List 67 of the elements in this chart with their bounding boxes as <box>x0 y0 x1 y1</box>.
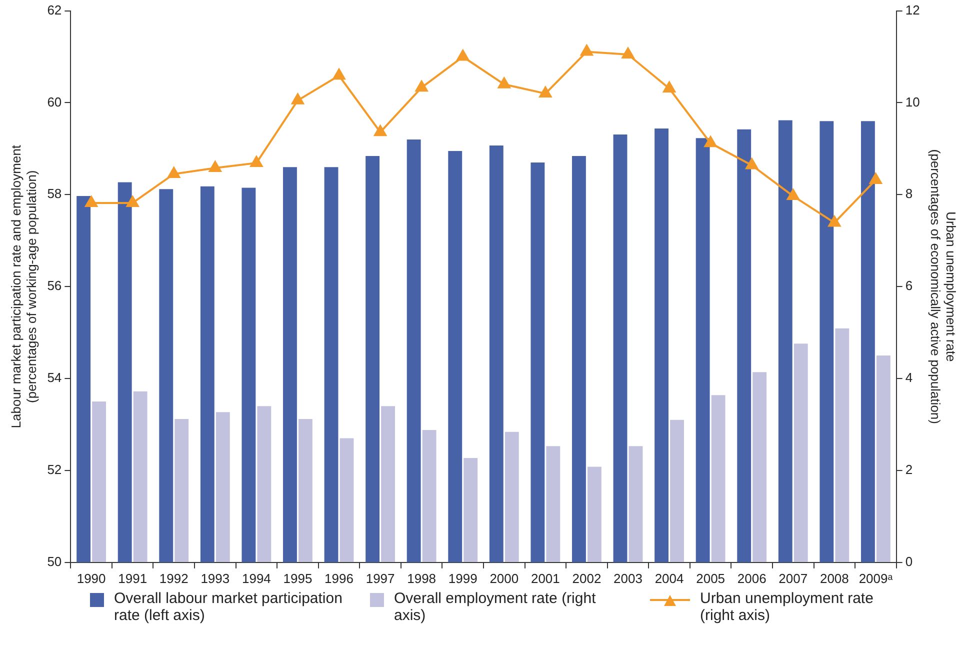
point <box>250 156 263 167</box>
x-tick-label: 2006 <box>737 570 766 586</box>
x-tick-label: 2000 <box>490 570 519 586</box>
x-tick-label: 1991 <box>118 570 148 586</box>
point <box>85 196 98 207</box>
y-tick-label: 50 <box>47 554 62 569</box>
point <box>208 161 222 172</box>
legend-label: Overall labour market participation rate (left axis) <box>114 590 344 624</box>
y-tick-label: 62 <box>47 2 62 18</box>
y2-tick-label: 0 <box>905 554 913 569</box>
x-tick-label: 2005 <box>696 570 726 586</box>
y2-tick-label: 8 <box>905 186 913 202</box>
x-tick-label: 1995 <box>283 570 312 586</box>
y-tick-label: 54 <box>47 370 62 386</box>
legend-label: Overall employment rate (right axis) <box>394 590 597 624</box>
x-tick-label: 1998 <box>407 570 436 586</box>
y2-axis-title: Urban unemployment rate (percentages of economically active population) <box>928 149 959 424</box>
point <box>828 216 841 227</box>
point <box>786 189 800 200</box>
y2-tick-label: 6 <box>905 278 913 294</box>
y-tick-label: 60 <box>47 94 62 110</box>
y2-tick-label: 2 <box>905 462 913 478</box>
point <box>498 77 510 88</box>
x-tick-label: 1999 <box>448 570 478 586</box>
x-tick-label: 2008 <box>820 570 849 586</box>
x-tick-label: 1994 <box>242 570 271 586</box>
x-tick-label: 2001 <box>530 570 560 586</box>
x-tick-label: 2004 <box>654 570 684 586</box>
point <box>539 86 552 98</box>
x-tick-label: 2003 <box>614 570 642 586</box>
bar <box>422 430 436 562</box>
x-tick-label: 1996 <box>324 570 354 586</box>
y-axis-title: Labour market participation rate and employment (percentages of working-age population) <box>8 144 39 428</box>
x-tick-label: 1993 <box>200 570 230 586</box>
point <box>704 136 717 148</box>
bar <box>587 466 602 562</box>
point <box>580 44 593 56</box>
y-tick-label: 56 <box>47 278 62 294</box>
point <box>663 81 676 92</box>
point <box>870 172 882 184</box>
point <box>456 50 470 61</box>
x-tick-label: 2009ᵃ <box>858 570 893 586</box>
x-tick-label: 1997 <box>366 570 395 586</box>
bar <box>504 432 519 562</box>
point <box>622 47 634 58</box>
point <box>746 158 758 170</box>
bar <box>628 446 643 562</box>
y2-tick-label: 12 <box>905 2 920 18</box>
x-tick-label: 2007 <box>778 570 808 586</box>
point <box>168 166 180 178</box>
bar <box>340 438 354 562</box>
y2-tick-label: 10 <box>905 94 920 110</box>
x-tick-label: 2002 <box>572 570 602 586</box>
bar <box>464 458 478 562</box>
y2-tick-label: 4 <box>905 370 913 386</box>
x-tick-label: 1990 <box>76 570 106 586</box>
point <box>126 196 139 207</box>
point <box>292 93 304 104</box>
point <box>332 68 346 80</box>
y-tick-label: 52 <box>47 462 62 478</box>
x-tick-label: 1992 <box>159 570 188 586</box>
bar <box>670 420 684 562</box>
point <box>374 125 386 136</box>
legend-label: Urban unemployment rate (right axis) <box>700 590 874 624</box>
y-tick-label: 58 <box>47 186 62 202</box>
point <box>415 80 428 92</box>
bar <box>546 446 560 562</box>
